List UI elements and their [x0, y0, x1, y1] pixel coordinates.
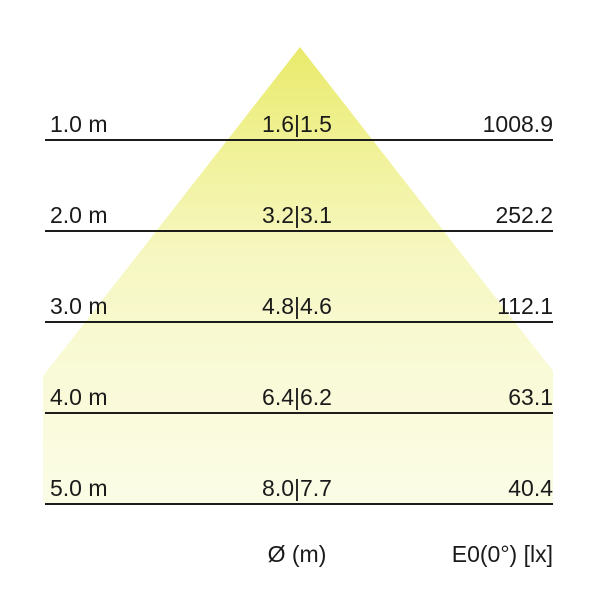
diameter-label: 4.8|4.6 [262, 292, 332, 319]
illuminance-label: 63.1 [508, 383, 553, 410]
distance-label: 5.0 m [50, 474, 108, 501]
cone-shape [43, 47, 553, 503]
distance-label: 1.0 m [50, 110, 108, 137]
illuminance-label: 112.1 [497, 292, 553, 319]
distance-line-2m [45, 230, 553, 232]
distance-label: 3.0 m [50, 292, 108, 319]
diameter-label: 6.4|6.2 [262, 383, 332, 410]
diameter-label: 8.0|7.7 [262, 474, 332, 501]
distance-line-3m [45, 321, 553, 323]
distance-line-1m [45, 139, 553, 141]
distance-label: 4.0 m [50, 383, 108, 410]
illuminance-label: 40.4 [508, 474, 553, 501]
illuminance-axis-label: E0(0°) [lx] [451, 540, 553, 567]
diameter-label: 1.6|1.5 [262, 110, 332, 137]
distance-line-5m [45, 503, 553, 505]
illuminance-label: 1008.9 [482, 110, 553, 137]
diameter-label: 3.2|3.1 [262, 201, 332, 228]
illuminance-label: 252.2 [495, 201, 553, 228]
diameter-axis-label: Ø (m) [267, 540, 327, 567]
distance-line-4m [45, 412, 553, 414]
distance-label: 2.0 m [50, 201, 108, 228]
